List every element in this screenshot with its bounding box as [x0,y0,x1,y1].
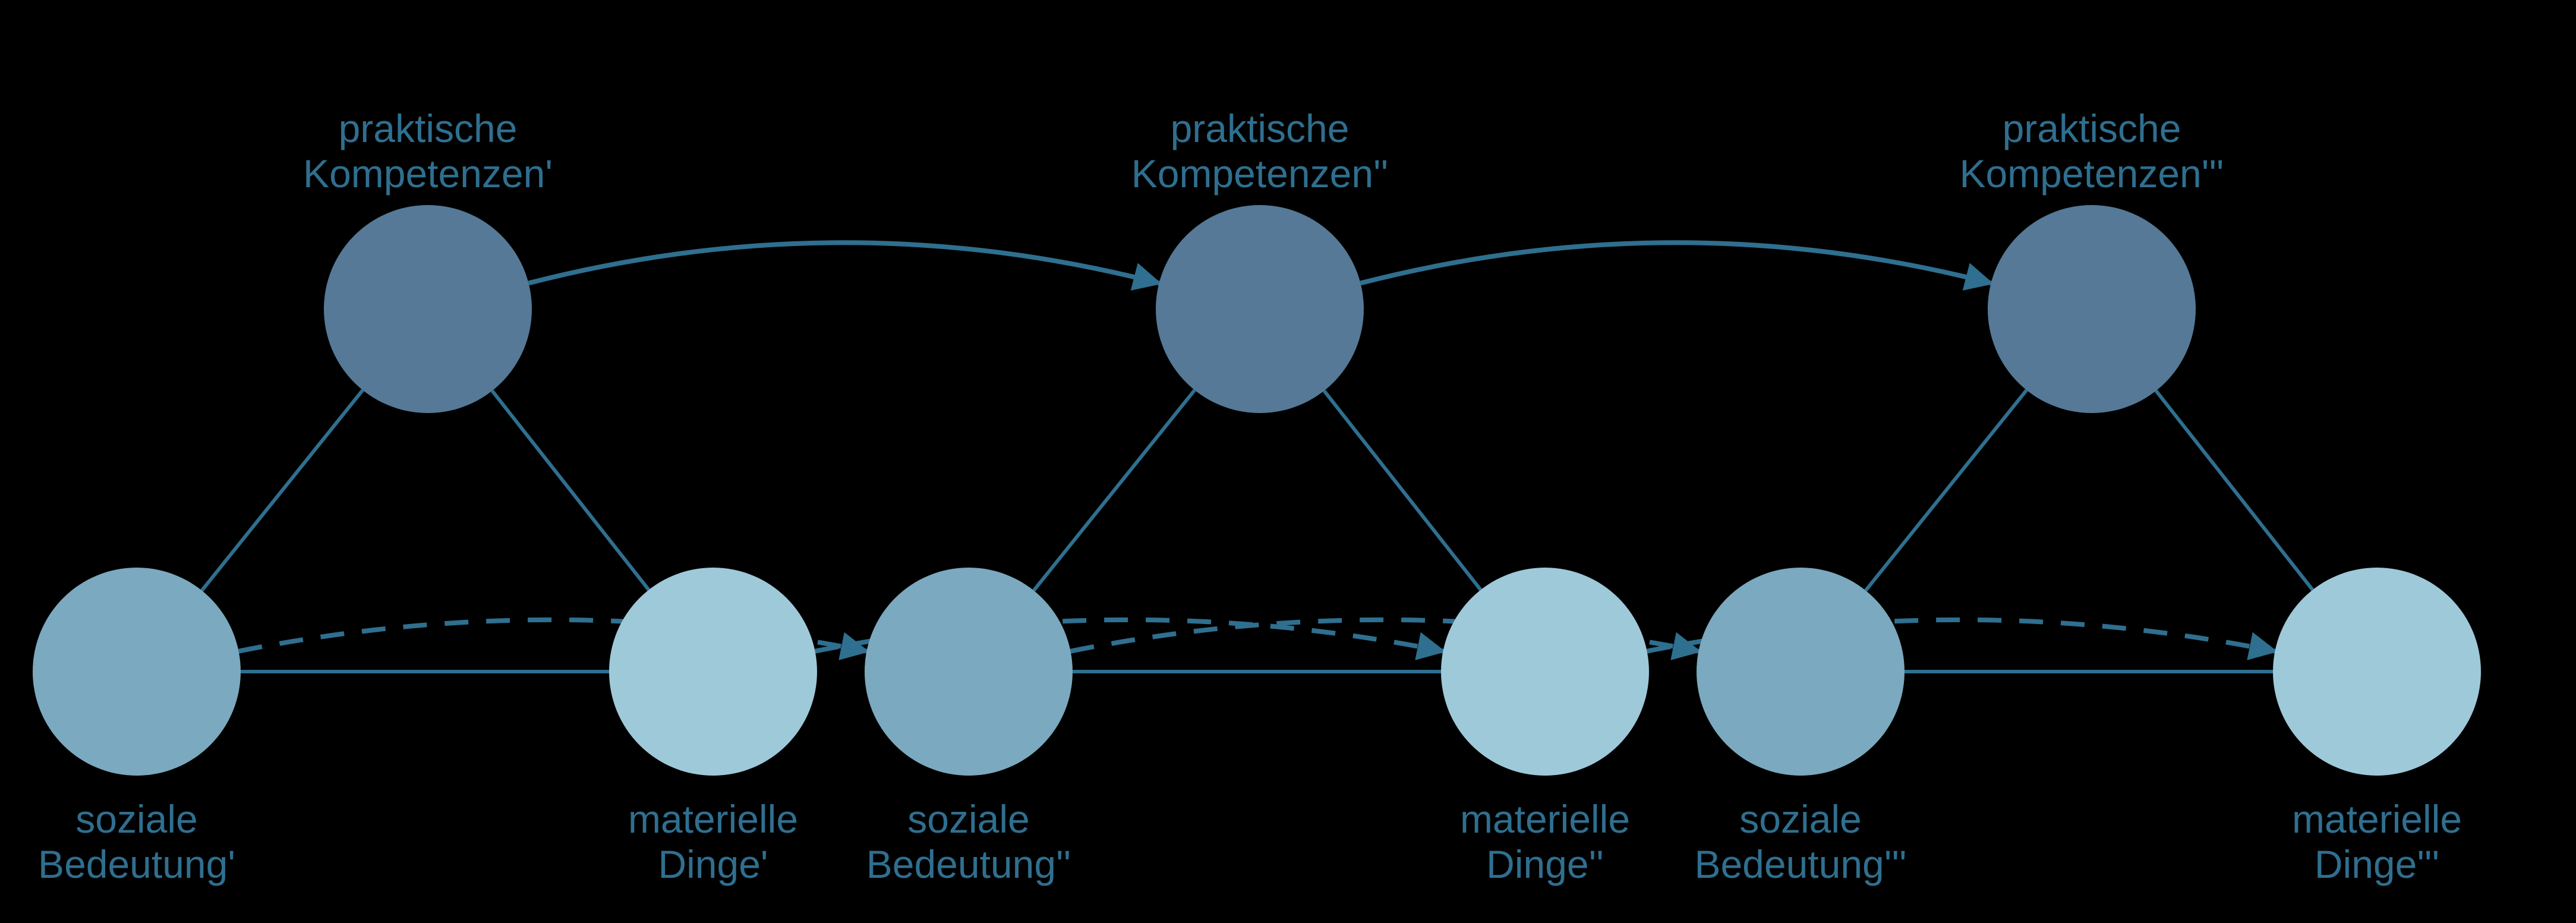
node-praktische-kompetenzen-3-label: praktischeKompetenzen''' [1959,106,2224,196]
node-praktische-kompetenzen-1-label: praktischeKompetenzen' [303,106,553,196]
node-materielle-dinge-1 [609,568,817,776]
node-materielle-dinge-3 [2273,568,2481,776]
node-soziale-bedeutung-1 [33,568,241,776]
triangle-edge [2156,391,2313,590]
triangle-edge [202,390,363,590]
node-materielle-dinge-1-label: materielleDinge' [628,797,798,886]
node-soziale-bedeutung-2-label: sozialeBedeutung'' [866,797,1071,886]
practice-diagram: praktischeKompetenzen' sozialeBedeutung' m… [0,0,2576,923]
node-soziale-bedeutung-3 [1697,568,1905,776]
triangle-edge [1034,390,1195,590]
arrow-top [528,242,1159,283]
arrow-top [1360,242,1991,283]
node-praktische-kompetenzen-1 [324,205,532,413]
triangle-edge [492,391,649,590]
node-praktische-kompetenzen-2 [1156,205,1364,413]
node-materielle-dinge-2 [1441,568,1649,776]
node-materielle-dinge-3-label: materielleDinge''' [2292,797,2462,886]
node-praktische-kompetenzen-2-label: praktischeKompetenzen'' [1131,106,1388,196]
triangle-edge [1324,391,1481,590]
node-soziale-bedeutung-3-label: sozialeBedeutung''' [1694,797,1906,886]
node-praktische-kompetenzen-3 [1988,205,2196,413]
node-soziale-bedeutung-1-label: sozialeBedeutung' [38,797,235,886]
triangle-edge [1866,390,2027,590]
node-soziale-bedeutung-2 [865,568,1073,776]
node-materielle-dinge-2-label: materielleDinge'' [1460,797,1630,886]
